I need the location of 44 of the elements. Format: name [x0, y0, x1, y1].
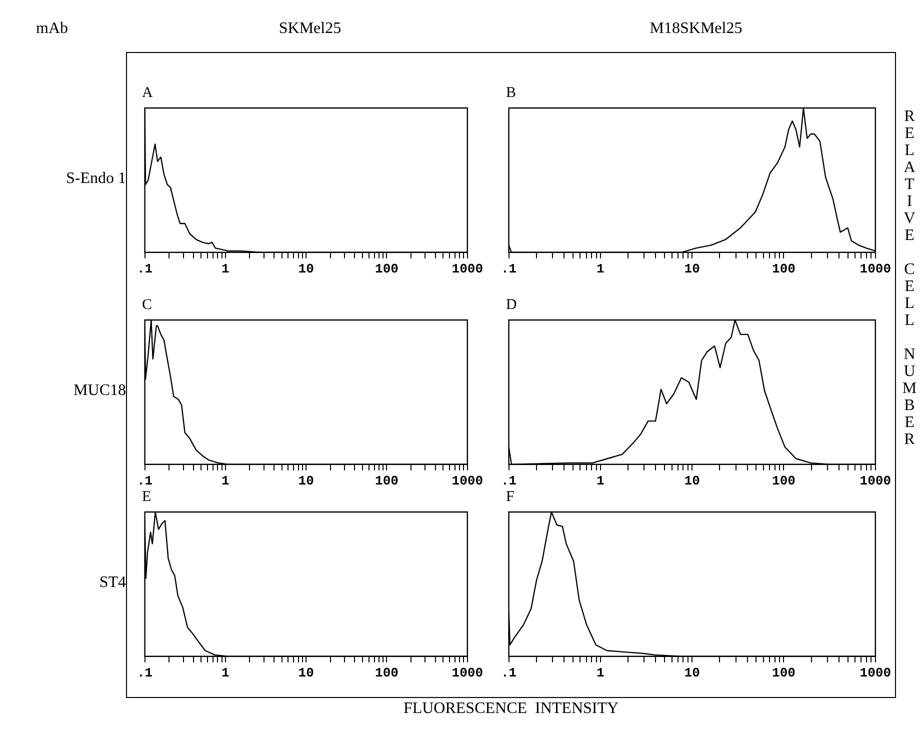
chart-title: B	[506, 84, 516, 101]
x-tick-label: 10	[684, 261, 700, 276]
chart-title: A	[142, 84, 153, 101]
y2-axis-title: RELATIVE CELL NUMBER	[901, 108, 918, 448]
x-tick-label: 1	[222, 261, 230, 276]
x-tick-label: .1	[136, 665, 153, 680]
x-tick-label: 1	[596, 261, 605, 276]
x-tick-label: 1	[596, 665, 605, 680]
chart-title: E	[142, 488, 152, 505]
chart-subtitle: SKMel25	[278, 20, 342, 38]
x-tick-label: 1000	[452, 261, 484, 276]
x-tick-label: 10	[684, 665, 700, 680]
x-tick-label: 1	[596, 473, 605, 488]
x-tick-label: 100	[375, 665, 399, 680]
x-tick-label: 1	[222, 665, 230, 680]
chart-subtitle: M18SKMel25	[648, 20, 744, 38]
x-tick-label: .1	[136, 473, 153, 488]
x-tick-label: 10	[298, 261, 314, 276]
x-tick-label: 1000	[452, 665, 484, 680]
x-tick-label: .1	[500, 261, 517, 276]
x-tick-label: 10	[298, 473, 314, 488]
x-tick-label: 1	[222, 473, 230, 488]
x-tick-label: 10	[298, 665, 314, 680]
x-tick-label: 100	[772, 665, 796, 680]
x-tick-label: 100	[772, 261, 796, 276]
chart-title: C	[142, 296, 152, 313]
x-tick-label: 1000	[860, 473, 892, 488]
text: mAb	[36, 20, 68, 38]
x-tick-label: 100	[772, 473, 796, 488]
x-tick-label: .1	[136, 261, 153, 276]
y-axis-title: S-Endo 1	[65, 170, 126, 188]
x-tick-label: 100	[375, 261, 399, 276]
x-tick-label: 1000	[860, 261, 892, 276]
x-tick-label: 1000	[860, 665, 892, 680]
x-axis-title: FLUORESCENCE INTENSITY	[402, 700, 620, 718]
y-axis-title: MUC18	[72, 382, 126, 400]
x-tick-label: 1000	[452, 473, 484, 488]
chart-title: D	[506, 296, 517, 313]
x-tick-label: .1	[500, 665, 517, 680]
x-tick-label: 10	[684, 473, 700, 488]
x-tick-label: 100	[375, 473, 399, 488]
chart-title: F	[506, 488, 514, 505]
y-axis-title: ST4	[98, 574, 126, 592]
x-tick-label: .1	[500, 473, 517, 488]
